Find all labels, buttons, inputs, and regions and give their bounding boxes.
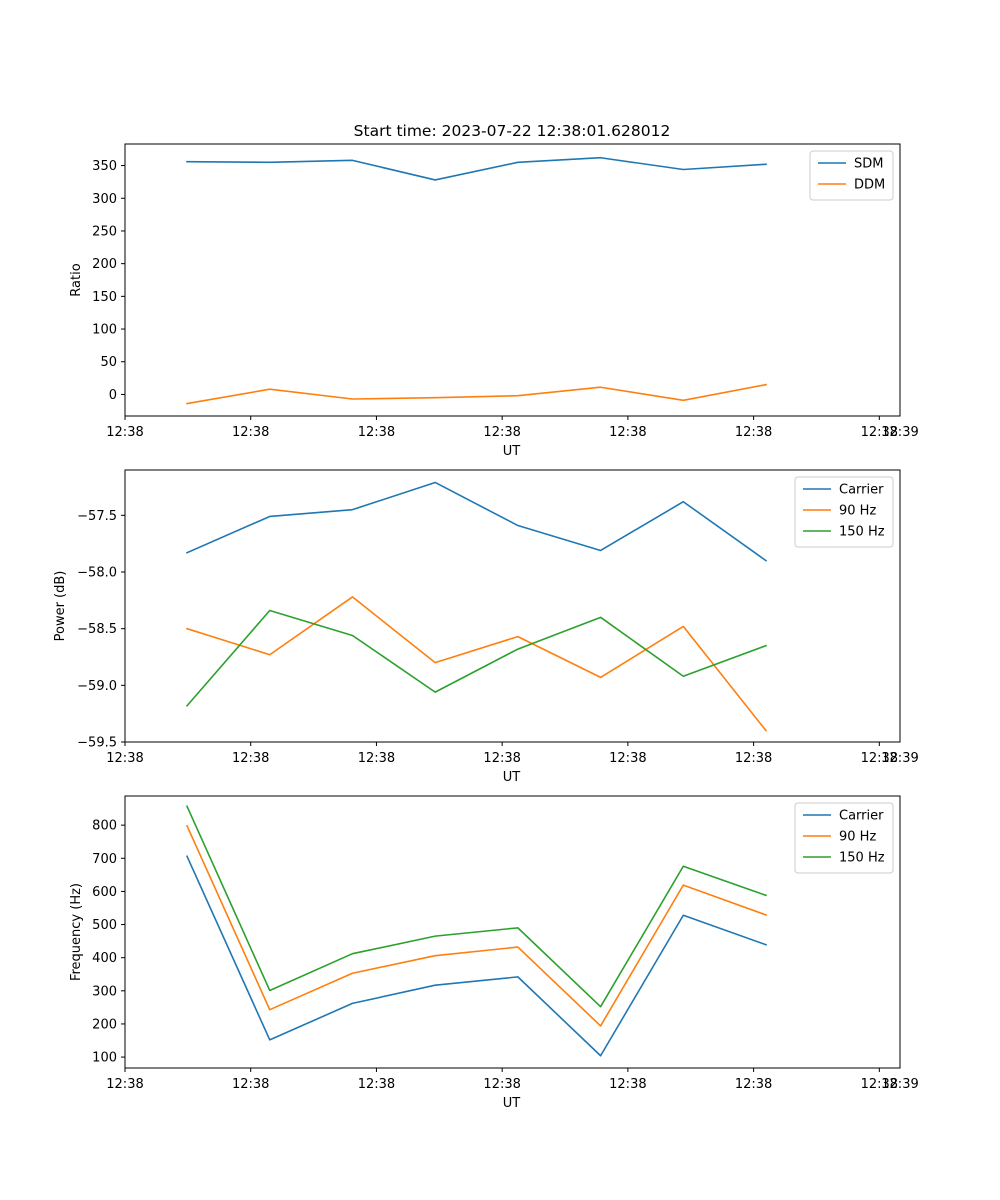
chart-2: −59.5 −59.0 −58.5 −58.0 −57.5 12:38 12:38 12:38… xyxy=(53,469,919,785)
chart-3-series-90-hz-line xyxy=(185,824,768,1027)
chart-3-ytick-label: 400 xyxy=(92,951,117,966)
chart-3-xtick-label: 12:38 xyxy=(232,1077,269,1092)
chart-1-xtick-label: 12:38 xyxy=(358,425,395,440)
chart-2-ytick-label: −58.5 xyxy=(77,622,117,637)
chart-3-ytick-label: 600 xyxy=(92,885,117,900)
chart-3-xtick-label: 12:38 xyxy=(106,1077,143,1092)
chart-1-xtick-label: 12:38 xyxy=(232,425,269,440)
chart-2-ytick-label: −57.5 xyxy=(77,509,117,524)
chart-3-ytick-label: 800 xyxy=(92,819,117,834)
chart-1-ytick-label: 50 xyxy=(100,355,117,370)
chart-3-xlabel: UT xyxy=(503,1096,521,1111)
chart-1-xtick-label: 12:38 xyxy=(483,425,520,440)
chart-3-series-150-hz-line xyxy=(185,805,768,1008)
chart-1-ytick-label: 150 xyxy=(92,290,117,305)
chart-3-ytick-label: 500 xyxy=(92,918,117,933)
chart-1-ytick-label: 300 xyxy=(92,192,117,207)
figure-title: Start time: 2023-07-22 12:38:01.628012 xyxy=(354,122,671,140)
chart-1-xtick-label: 12:39 xyxy=(881,425,918,440)
chart-1-series-ddm-line xyxy=(186,383,767,405)
chart-3-xtick-label: 12:39 xyxy=(881,1077,918,1092)
chart-3-xtick-label: 12:38 xyxy=(609,1077,646,1092)
chart-2-series-150-hz-line xyxy=(185,609,768,707)
chart-3-xtick-label: 12:38 xyxy=(483,1077,520,1092)
chart-3-legend-label-150-hz: 150 Hz xyxy=(839,851,885,866)
chart-3-legend-box xyxy=(794,802,894,874)
chart-3-legend-label-carrier: Carrier xyxy=(839,809,884,824)
chart-1-series-sdm-line xyxy=(186,156,767,181)
chart-2-legend-label-90-hz: 90 Hz xyxy=(839,504,876,519)
chart-2-legend-label-carrier: Carrier xyxy=(839,483,884,498)
chart-1-ytick-label: 200 xyxy=(92,257,117,272)
chart-1-axes-frame xyxy=(124,143,901,417)
chart-2-ytick-label: −59.0 xyxy=(77,679,117,694)
chart-1-ytick-label: 100 xyxy=(92,323,117,338)
chart-2-axes-frame xyxy=(124,469,901,743)
chart-2-ytick-label: −58.0 xyxy=(77,566,117,581)
chart-2-legend: Carrier 90 Hz 150 Hz xyxy=(794,476,894,548)
chart-3-legend: Carrier 90 Hz 150 Hz xyxy=(794,802,894,874)
chart-1-ytick-label: 250 xyxy=(92,224,117,239)
chart-3-axes-frame xyxy=(124,795,901,1069)
chart-2-xtick-label: 12:38 xyxy=(609,751,646,766)
chart-2-ylabel: Power (dB) xyxy=(53,571,68,642)
chart-3-ytick-label: 200 xyxy=(92,1017,117,1032)
chart-3-legend-label-90-hz: 90 Hz xyxy=(839,830,876,845)
chart-3-ytick-label: 700 xyxy=(92,852,117,867)
chart-2-series-90-hz-line xyxy=(186,596,768,732)
chart-1-ylabel: Ratio xyxy=(69,263,84,296)
chart-1-xtick-label: 12:38 xyxy=(609,425,646,440)
chart-1-ytick-label: 0 xyxy=(109,388,117,403)
chart-2-xlabel: UT xyxy=(503,770,521,785)
chart-2-legend-label-150-hz: 150 Hz xyxy=(839,525,885,540)
chart-3-ylabel: Frequency (Hz) xyxy=(69,883,84,981)
chart-1-xlabel: UT xyxy=(503,444,521,459)
chart-1-legend-label-sdm: SDM xyxy=(854,157,883,172)
chart-2-xtick-label: 12:39 xyxy=(881,751,918,766)
chart-2-xtick-label: 12:38 xyxy=(232,751,269,766)
chart-1-legend-label-ddm: DDM xyxy=(854,178,885,193)
chart-3-ytick-label: 300 xyxy=(92,984,117,999)
chart-3-xtick-label: 12:38 xyxy=(861,1077,898,1092)
chart-2-ytick-label: −59.5 xyxy=(77,736,117,751)
chart-3-xtick-label: 12:38 xyxy=(735,1077,772,1092)
chart-2-xtick-label: 12:38 xyxy=(106,751,143,766)
chart-3-xtick-label: 12:38 xyxy=(358,1077,395,1092)
chart-3-series-carrier-line xyxy=(185,855,768,1057)
chart-2-xtick-label: 12:38 xyxy=(861,751,898,766)
chart-3-ytick-label: 100 xyxy=(92,1051,117,1066)
chart-1-ytick-label: 350 xyxy=(92,159,117,174)
chart-1-legend: SDM DDM xyxy=(809,150,894,201)
chart-2-xtick-label: 12:38 xyxy=(358,751,395,766)
chart-2-xtick-label: 12:38 xyxy=(483,751,520,766)
chart-2-legend-box xyxy=(794,476,894,548)
chart-1-xtick-label: 12:38 xyxy=(106,425,143,440)
chart-1-xtick-label: 12:38 xyxy=(861,425,898,440)
chart-2-series-carrier-line xyxy=(185,481,768,562)
chart-1-xtick-label: 12:38 xyxy=(735,425,772,440)
chart-2-xtick-label: 12:38 xyxy=(735,751,772,766)
